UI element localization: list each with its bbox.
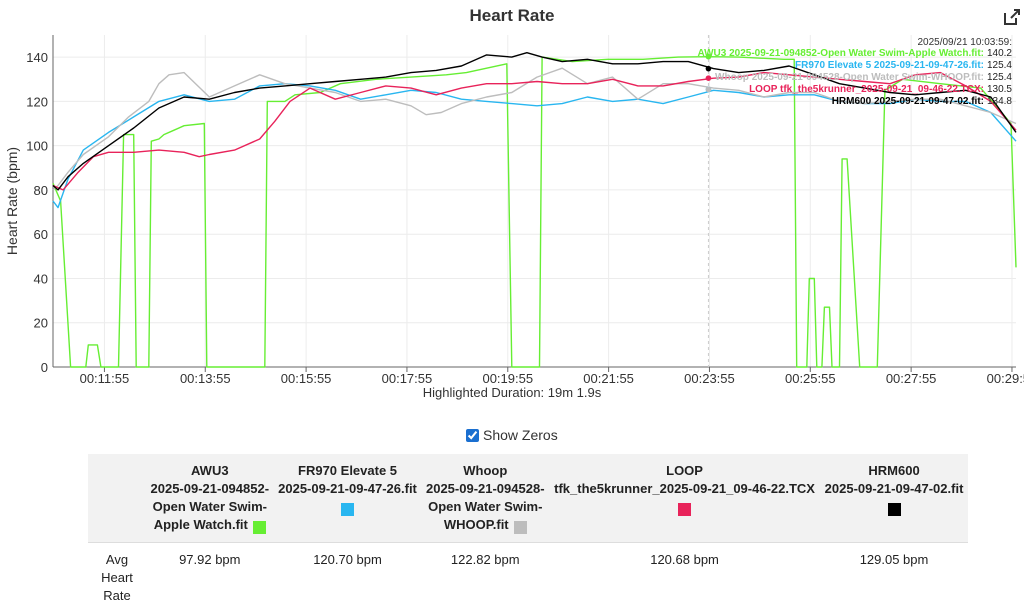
series-name-line: Open Water Swim- <box>425 498 545 516</box>
tooltip-label-0: AWU3 2025-09-21-094852-Open Water Swim-A… <box>697 48 984 59</box>
series-swatch <box>341 503 354 516</box>
x-tick-label: 00:21:55 <box>583 371 634 385</box>
swatch-row <box>553 498 816 516</box>
y-tick-label: 80 <box>34 183 48 198</box>
heart-rate-chart: 0 20 40 60 80 100 120 140 00:11:55 00:13:55 00:15:… <box>0 0 1024 385</box>
stats-row-label: Avg Heart Rate <box>88 543 146 613</box>
series-name-line: LOOP <box>553 462 816 480</box>
avg-hr-value-0: 97.92 bpm <box>146 543 274 613</box>
series-name-line: Whoop <box>425 462 545 480</box>
show-zeros-label: Show Zeros <box>483 427 558 443</box>
series-swatch <box>888 503 901 516</box>
series-name-line: FR970 Elevate 5 <box>278 462 418 480</box>
avg-hr-value-2: 122.82 bpm <box>421 543 549 613</box>
tooltip-label-2: Whoop 2025-09-21-094528-Open Water Swim-… <box>715 72 984 83</box>
x-tick-label: 00:27:55 <box>886 371 937 385</box>
series-name-line: Apple Watch.fit <box>150 516 270 534</box>
x-tick-label: 00:17:55 <box>382 371 433 385</box>
y-tick-label: 120 <box>26 94 48 109</box>
tooltip-value-0: 140.2 <box>987 48 1012 59</box>
show-zeros-checkbox[interactable] <box>466 429 479 442</box>
x-tick-label: 00:11:55 <box>80 371 130 385</box>
swatch-row <box>278 498 418 516</box>
show-zeros-toggle[interactable]: Show Zeros <box>466 427 558 443</box>
tooltip-value-3: 130.5 <box>987 84 1012 95</box>
x-tick-label: 00:15:55 <box>281 371 332 385</box>
series-swatch <box>253 521 266 534</box>
avg-hr-value-3: 120.68 bpm <box>549 543 820 613</box>
y-tick-label: 60 <box>34 227 48 242</box>
series-swatch <box>514 521 527 534</box>
series-name-line: WHOOP.fit <box>425 516 545 534</box>
series-name-line: AWU3 <box>150 462 270 480</box>
tooltip-label-1: FR970 Elevate 5 2025-09-21-09-47-26.fit: <box>795 60 984 71</box>
cursor-marker-3 <box>706 75 712 81</box>
tooltip-value-1: 125.4 <box>987 60 1012 71</box>
tooltip-label-3: LOOP tfk_the5krunner_2025-09-21_09-46-22… <box>749 84 984 95</box>
avg-hr-value-4: 129.05 bpm <box>820 543 968 613</box>
cursor-marker-4 <box>706 66 712 72</box>
series-name-line: 2025-09-21-094852- <box>150 480 270 498</box>
tooltip-label-4: HRM600 2025-09-21-09-47-02.fit: <box>832 96 984 107</box>
swatch-row <box>824 498 964 516</box>
highlighted-duration: Highlighted Duration: 19m 1.9s <box>0 385 1024 400</box>
series-name-line: 2025-09-21-09-47-02.fit <box>824 480 964 498</box>
x-tick-label: 00:25:55 <box>785 371 836 385</box>
y-tick-label: 0 <box>41 360 48 375</box>
x-tick-label: 00:23:55 <box>684 371 735 385</box>
tooltip-value-2: 125.4 <box>987 72 1012 83</box>
y-tick-label: 100 <box>26 139 48 154</box>
stats-corner <box>88 454 146 543</box>
y-axis-label: Heart Rate (bpm) <box>4 147 20 255</box>
y-tick-label: 40 <box>34 271 48 286</box>
series-swatch <box>678 503 691 516</box>
series-name-line: Open Water Swim- <box>150 498 270 516</box>
cursor-marker-2 <box>706 87 712 93</box>
y-tick-label: 20 <box>34 316 48 331</box>
x-tick-label: 00:19:55 <box>482 371 533 385</box>
series-name-line: 2025-09-21-09-47-26.fit <box>278 480 418 498</box>
x-tick-label: 00:13:55 <box>180 371 231 385</box>
series-name-line: 2025-09-21-094528- <box>425 480 545 498</box>
tooltip-time: 2025/09/21 10:03:59: <box>917 37 1012 48</box>
x-tick-label: 00:29:55 <box>987 371 1024 385</box>
series-name-line: HRM600 <box>824 462 964 480</box>
tooltip-value-4: 134.8 <box>987 96 1012 107</box>
y-tick-label: 140 <box>26 50 48 65</box>
avg-hr-value-1: 120.70 bpm <box>274 543 422 613</box>
series-name-line: tfk_the5krunner_2025-09-21_09-46-22.TCX <box>553 480 816 498</box>
